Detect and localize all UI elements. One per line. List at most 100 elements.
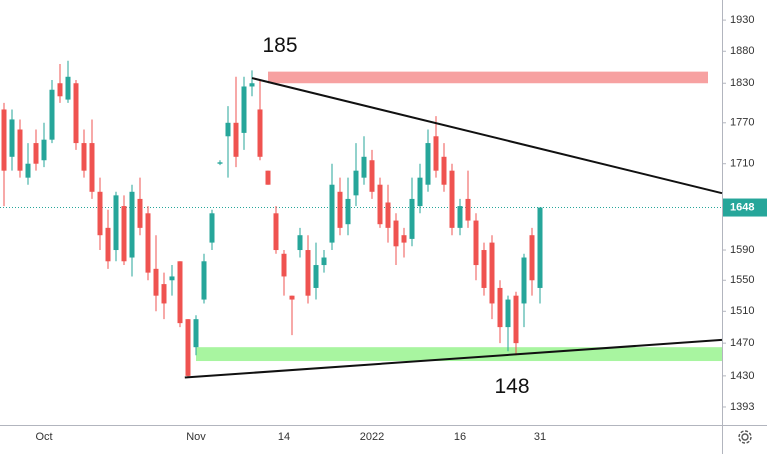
candle-body	[193, 319, 199, 348]
candle-body	[409, 198, 415, 239]
candle-body	[137, 198, 143, 228]
candle-body	[345, 198, 351, 225]
candle-body	[513, 295, 519, 344]
candle	[177, 261, 183, 328]
candle	[73, 80, 79, 150]
zone	[268, 71, 708, 84]
candle	[153, 235, 159, 312]
candle	[361, 136, 367, 185]
candle-body	[17, 129, 23, 171]
candle-body	[481, 250, 487, 288]
candle-body	[25, 163, 31, 178]
candle	[129, 184, 135, 277]
candle-body	[377, 184, 383, 225]
candle	[97, 177, 103, 251]
candle-body	[401, 235, 407, 243]
candle-body	[41, 139, 47, 161]
settings-icon[interactable]	[738, 430, 752, 444]
y-tick-label: 1880	[730, 45, 754, 57]
candle-body	[473, 220, 479, 266]
x-tick-label: 16	[454, 431, 466, 443]
candle	[505, 295, 511, 352]
candle-body	[321, 257, 327, 266]
candle-body	[329, 184, 335, 243]
candle-body	[505, 299, 511, 328]
candle-body	[57, 83, 63, 97]
candle-body	[169, 276, 175, 281]
candle	[249, 70, 255, 97]
candle	[489, 235, 495, 320]
candle	[449, 163, 455, 236]
plot-area	[0, 60, 723, 379]
candle-body	[457, 206, 463, 228]
candle	[241, 76, 247, 150]
x-tick-label: 14	[278, 431, 290, 443]
candle-body	[241, 86, 247, 133]
candle-body	[313, 265, 319, 288]
last-price-badge	[723, 198, 767, 217]
candle	[377, 177, 383, 228]
candle-body	[145, 213, 151, 273]
candle-body	[521, 257, 527, 304]
candle-body	[353, 170, 359, 196]
candle	[369, 149, 375, 199]
candle-body	[537, 207, 543, 288]
y-tick-label: 1830	[730, 77, 754, 89]
candle	[417, 163, 423, 214]
candle-body	[177, 261, 183, 324]
candle-body	[489, 242, 495, 304]
candle	[9, 109, 15, 171]
candle	[193, 315, 199, 356]
y-tick-label: 1770	[730, 117, 754, 129]
candle-body	[497, 287, 503, 328]
x-tick-label: Nov	[186, 431, 206, 443]
candle	[57, 63, 63, 103]
candle	[321, 250, 327, 273]
candle	[257, 80, 263, 161]
candle-body	[121, 206, 127, 262]
candle	[281, 250, 287, 296]
candle	[305, 235, 311, 304]
candle	[201, 253, 207, 304]
candle	[345, 177, 351, 236]
candle-body	[281, 253, 287, 277]
candle-body	[113, 195, 119, 251]
candle-body	[9, 119, 15, 157]
candle-body	[449, 170, 455, 228]
candle	[513, 291, 519, 356]
candle-body	[337, 191, 343, 228]
y-tick-label: 1930	[730, 14, 754, 26]
candle-body	[305, 250, 311, 296]
candle-body	[65, 76, 71, 100]
candle-body	[289, 295, 295, 300]
candle	[297, 227, 303, 258]
y-tick-label: 1510	[730, 305, 754, 317]
candle	[337, 177, 343, 236]
candle	[161, 272, 167, 320]
candle-body	[1, 109, 7, 171]
candle-body	[361, 156, 367, 178]
trendline	[184, 338, 723, 379]
candle-body	[81, 143, 87, 171]
candle	[465, 170, 471, 228]
candle	[89, 119, 95, 199]
y-tick-label: 1550	[730, 274, 754, 286]
candle-body	[105, 227, 111, 262]
candle	[1, 102, 7, 207]
candle-body	[73, 83, 79, 144]
candle-body	[209, 213, 215, 243]
candle-body	[49, 89, 55, 140]
candle	[457, 198, 463, 236]
candle	[185, 319, 191, 378]
y-tick-label: 1470	[730, 337, 754, 349]
candle-body	[529, 235, 535, 281]
candle	[105, 209, 111, 269]
candle	[233, 76, 239, 168]
candle	[25, 143, 31, 185]
y-tick-label: 1590	[730, 244, 754, 256]
candle	[81, 129, 87, 178]
candle-body	[369, 160, 375, 192]
candle	[409, 177, 415, 247]
candle	[217, 160, 223, 166]
candle-body	[153, 268, 159, 296]
